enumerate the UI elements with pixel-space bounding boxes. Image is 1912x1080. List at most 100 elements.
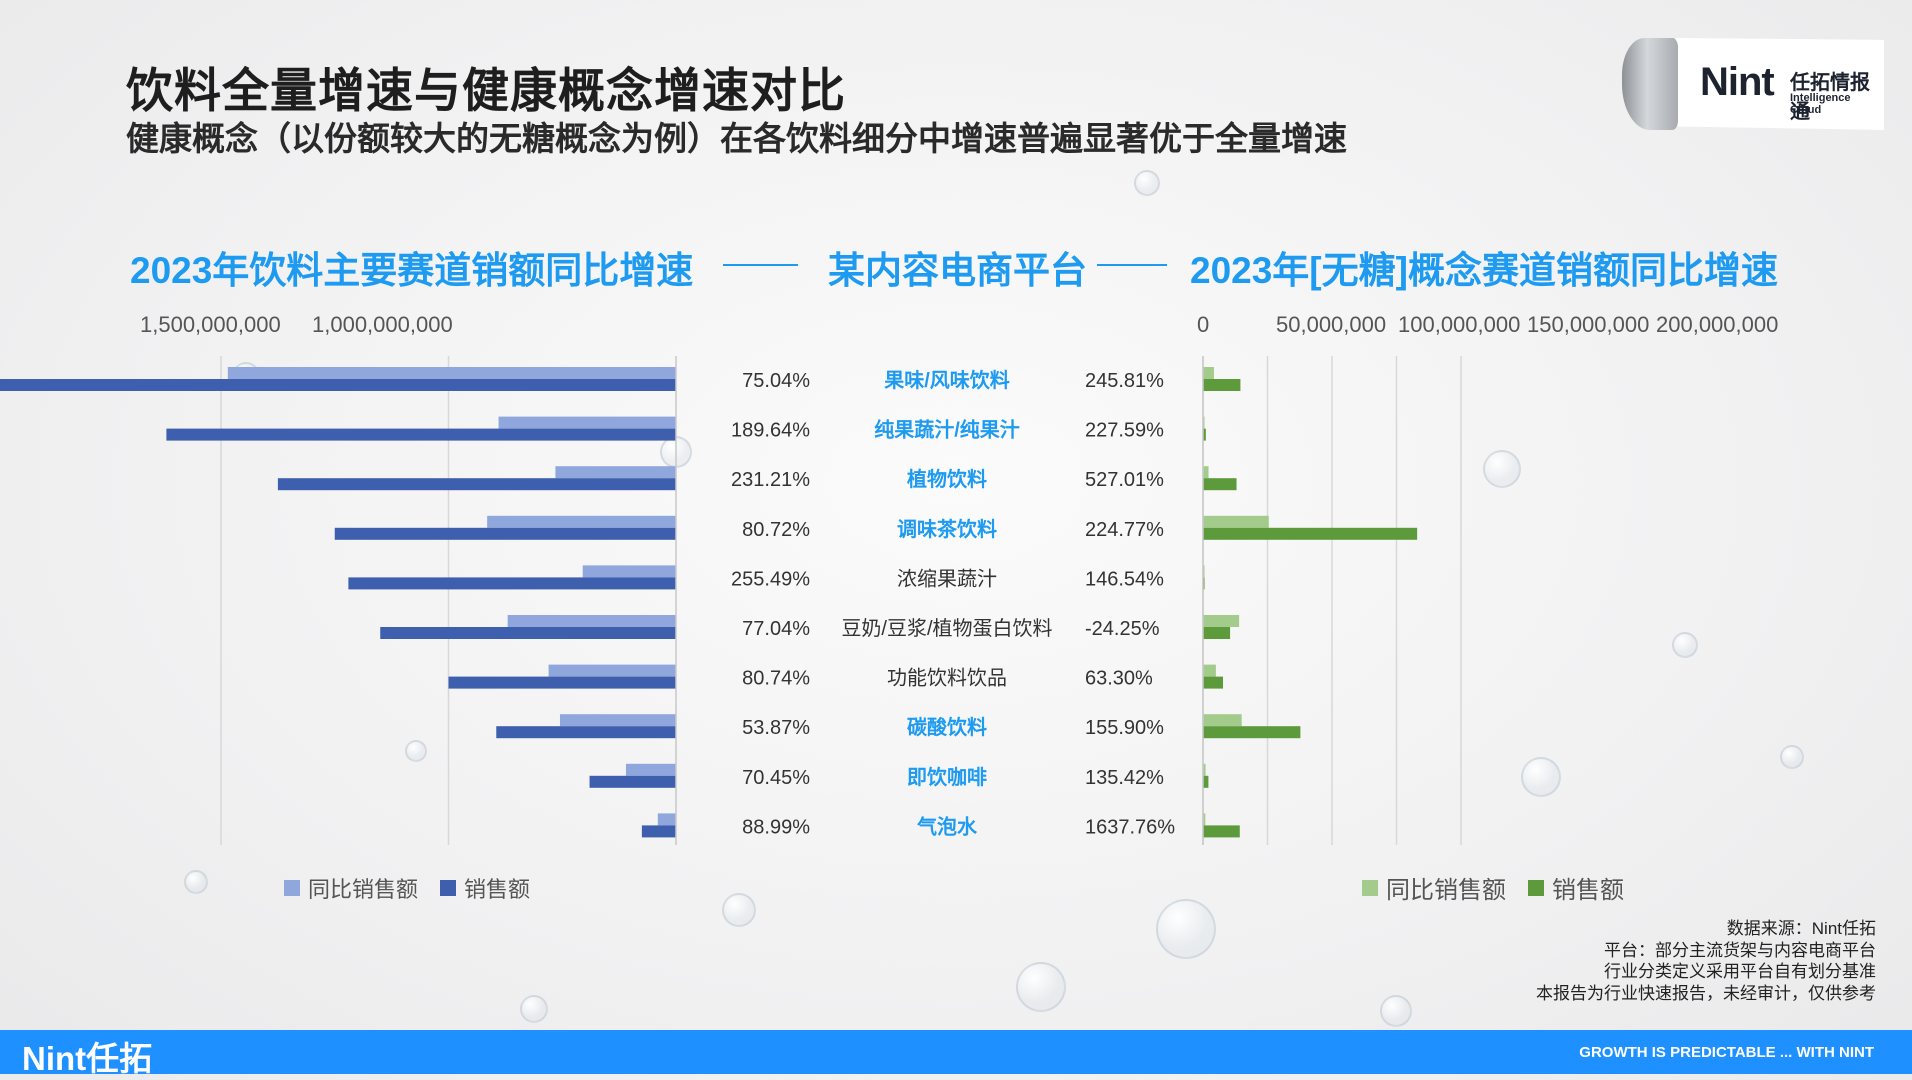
legend-swatch-yoy: [284, 880, 300, 896]
footer-logo: Nint任拓: [22, 1040, 153, 1077]
right-bar-sales: [1203, 478, 1237, 491]
left-bar-yoy: [487, 515, 676, 528]
category-label: 气泡水: [916, 814, 978, 838]
right-growth-label: 146.54%: [1085, 568, 1164, 590]
left-bar-sales: [448, 676, 676, 689]
left-growth-label: 77.04%: [742, 618, 810, 640]
right-growth-label: 1637.76%: [1085, 816, 1175, 838]
right-bar-sales: [1203, 428, 1206, 441]
legend-label: 同比销售额: [308, 877, 419, 902]
right-chart-legend: 同比销售额 销售额: [1362, 870, 1646, 905]
category-label: 植物饮料: [907, 467, 987, 491]
decorative-bubble: [1521, 757, 1561, 797]
right-axis-tick-label: 0: [1197, 312, 1210, 337]
left-bar-yoy: [507, 615, 676, 627]
logo-paper: [1662, 38, 1884, 130]
footer-tagline: GROWTH IS PREDICTABLE ... WITH NINT: [1579, 1044, 1874, 1061]
category-label: 功能饮料饮品: [887, 667, 1007, 690]
decorative-bubble: [1483, 450, 1521, 488]
category-label: 调味茶饮料: [897, 517, 997, 541]
left-axis-tick-label: 1,000,000,000: [312, 312, 453, 337]
right-axis-tick-label: 200,000,000: [1656, 312, 1779, 337]
right-axis-tick-label: 100,000,000: [1398, 312, 1521, 337]
left-growth-label: 255.49%: [731, 568, 810, 590]
left-bar-sales: [589, 775, 676, 788]
left-bar-sales: [496, 726, 676, 739]
decorative-bubble: [1780, 745, 1804, 769]
right-bar-yoy: [1203, 367, 1214, 379]
left-chart-legend: 同比销售额 销售额: [284, 872, 552, 904]
decorative-bubble: [405, 740, 427, 762]
left-bar-sales: [380, 627, 676, 639]
category-label: 纯果蔬汁/纯果汁: [874, 418, 1020, 442]
logo-paper-curl: [1622, 38, 1678, 130]
left-bar-yoy: [555, 466, 676, 479]
legend-label: 销售额: [1552, 877, 1624, 904]
left-bar-sales: [348, 577, 676, 590]
heading-connector-line: [723, 264, 798, 266]
decorative-bubble: [1380, 995, 1412, 1027]
right-growth-label: 245.81%: [1085, 370, 1164, 392]
right-bar-yoy: [1203, 466, 1209, 479]
decorative-bubble: [1016, 962, 1066, 1012]
category-label: 即饮咖啡: [907, 765, 987, 789]
decorative-bubble: [722, 893, 756, 927]
footnote-line: 本报告为行业快速报告，未经审计，仅供参考: [1536, 983, 1876, 1003]
source-footnote: 数据来源：Nint任拓 平台：部分主流货架与内容电商平台 行业分类定义采用平台自…: [1536, 918, 1876, 1004]
right-chart-heading: 2023年[无糖]概念赛道销额同比增速: [1190, 250, 1778, 291]
right-axis-tick-label: 50,000,000: [1276, 312, 1387, 337]
right-growth-label: 135.42%: [1085, 767, 1164, 789]
left-bar-yoy: [625, 763, 676, 776]
right-growth-label: -24.25%: [1085, 618, 1160, 640]
right-bar-sales: [1203, 676, 1223, 689]
left-bar-yoy: [227, 367, 676, 379]
left-bar-yoy: [498, 416, 676, 429]
left-bar-yoy: [657, 813, 676, 826]
legend-swatch-sales: [440, 880, 457, 896]
logo-nint-text: Nint: [1700, 60, 1775, 104]
decorative-bubble: [1156, 899, 1216, 959]
left-axis-tick-label: 1,500,000,000: [140, 312, 281, 337]
left-growth-label: 88.99%: [742, 816, 810, 838]
right-bar-sales: [1203, 726, 1301, 739]
left-growth-label: 189.64%: [731, 420, 810, 442]
left-bar-sales: [0, 379, 676, 391]
right-bar-sales: [1203, 825, 1240, 838]
right-growth-label: 155.90%: [1085, 717, 1164, 739]
right-bar-yoy: [1203, 515, 1269, 528]
left-bar-yoy: [559, 714, 676, 727]
logo-en-text: Intelligence Cloud: [1790, 92, 1851, 116]
legend-item-yoy: 同比销售额: [284, 872, 418, 904]
right-bar-sales: [1203, 527, 1418, 540]
platform-heading: 某内容电商平台: [828, 250, 1087, 291]
page-subtitle: 健康概念（以份额较大的无糖概念为例）在各饮料细分中增速普遍显著优于全量增速: [126, 120, 1347, 157]
right-bar-yoy: [1203, 664, 1216, 677]
left-growth-label: 70.45%: [742, 767, 810, 789]
footnote-line: 行业分类定义采用平台自有划分基准: [1604, 962, 1876, 981]
left-growth-label: 80.72%: [742, 519, 810, 541]
heading-connector-line: [1097, 264, 1167, 266]
right-bar-sales: [1203, 627, 1231, 639]
left-bar-yoy: [548, 664, 676, 677]
footnote-line: 数据来源：Nint任拓: [1726, 919, 1876, 938]
right-growth-label: 527.01%: [1085, 469, 1164, 491]
legend-label: 销售额: [464, 877, 531, 902]
left-growth-label: 80.74%: [742, 668, 810, 690]
legend-item-sales: 销售额: [1528, 870, 1624, 905]
left-bar-yoy: [582, 565, 676, 578]
right-axis-tick-label: 150,000,000: [1527, 312, 1650, 337]
left-bar-sales: [641, 825, 676, 838]
category-label: 碳酸饮料: [907, 715, 987, 739]
left-growth-label: 75.04%: [742, 370, 810, 392]
category-label: 浓缩果蔬汁: [897, 567, 997, 590]
right-bar-sales: [1203, 775, 1209, 788]
decorative-bubble: [1672, 632, 1698, 658]
left-growth-label: 231.21%: [731, 469, 810, 491]
logo-cn-text: 任拓情报通: [1790, 72, 1870, 123]
legend-label: 同比销售额: [1386, 877, 1506, 904]
right-growth-label: 224.77%: [1085, 519, 1164, 541]
decorative-bubble: [184, 870, 208, 894]
left-growth-label: 53.87%: [742, 717, 810, 739]
right-bar-yoy: [1203, 813, 1206, 826]
